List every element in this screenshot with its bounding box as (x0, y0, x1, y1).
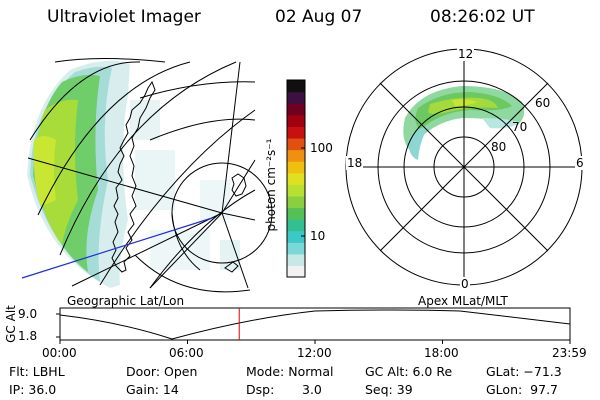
ytick-1-8: 1.8 (18, 329, 38, 343)
altitude-plot-frame (59, 307, 571, 341)
glat-status: GLat: −71.3 (486, 364, 562, 379)
geo-grid-lines (27, 58, 273, 293)
ip-status: IP: 36.0 (9, 382, 57, 397)
altitude-plot (56, 307, 571, 344)
colorbar-swatch (287, 103, 305, 116)
colorbar-swatch (287, 219, 305, 232)
mode-status: Mode: Normal (246, 364, 334, 379)
colorbar-swatch (287, 80, 305, 93)
colorbar-swatch (287, 230, 305, 243)
dsp-value: 3.0 (302, 382, 322, 397)
glon-status: GLon: 97.7 (486, 382, 558, 397)
xtick-0000: 00:00 (42, 346, 77, 360)
aurora-image-geographic (27, 60, 240, 288)
mlat-label-70: 70 (512, 120, 528, 134)
apex-grid (345, 48, 583, 286)
time-label: 08:26:02 UT (430, 7, 535, 27)
apex-panel-caption: Apex MLat/MLT (418, 294, 508, 308)
island-outline (231, 173, 247, 197)
gc-alt-status: GC Alt: 6.0 Re (365, 364, 453, 379)
colorbar-swatch (287, 207, 305, 220)
dsp-label: Dsp: (246, 382, 275, 397)
colorbar-swatch (287, 137, 305, 151)
colorbar-swatch (287, 149, 305, 162)
mlt-label-18: 18 (346, 156, 364, 170)
gain-status: Gain: 14 (126, 382, 179, 397)
colorbar-swatch (287, 114, 305, 127)
xtick-1200: 12:00 (297, 346, 332, 360)
colorbar-tick-10: 10 (310, 229, 326, 243)
colorbar-swatch (287, 126, 305, 139)
colorbar (286, 79, 306, 278)
colorbar-tick-100: 100 (310, 141, 333, 155)
altitude-ylabel: GC Alt (4, 305, 18, 343)
terminator-line (21, 217, 213, 279)
mlat-label-80: 80 (491, 140, 507, 154)
mlt-label-6: 6 (575, 156, 585, 170)
colorbar-swatch (287, 161, 305, 174)
door-status: Door: Open (126, 364, 198, 379)
mlt-label-12: 12 (457, 47, 475, 61)
mlat-label-60: 60 (535, 96, 551, 110)
xtick-1800: 18:00 (424, 346, 459, 360)
colorbar-swatch (287, 265, 305, 278)
colorbar-swatch (287, 184, 305, 197)
geo-panel-caption: Geographic Lat/Lon (67, 294, 185, 308)
colorbar-swatch (287, 91, 305, 104)
colorbar-swatch (287, 253, 305, 267)
date-label: 02 Aug 07 (275, 7, 363, 27)
ytick-9: 9.0 (18, 307, 38, 321)
apex-polar-panel (345, 48, 583, 286)
filter-status: Flt: LBHL (9, 364, 65, 379)
colorbar-frame (286, 79, 306, 278)
coastline (111, 80, 156, 273)
geographic-panel (21, 58, 273, 293)
colorbar-swatch (287, 195, 305, 209)
mlt-label-0: 0 (460, 277, 470, 291)
xtick-2359: 23:59 (552, 346, 587, 360)
seq-status: Seq: 39 (365, 382, 413, 397)
colorbar-unit-label: photon cm⁻²s⁻¹ (264, 138, 278, 232)
colorbar-swatch (287, 242, 305, 255)
colorbar-swatch (287, 172, 305, 185)
xtick-0600: 06:00 (169, 346, 204, 360)
instrument-title: Ultraviolet Imager (47, 7, 201, 27)
altitude-curve (59, 309, 571, 340)
